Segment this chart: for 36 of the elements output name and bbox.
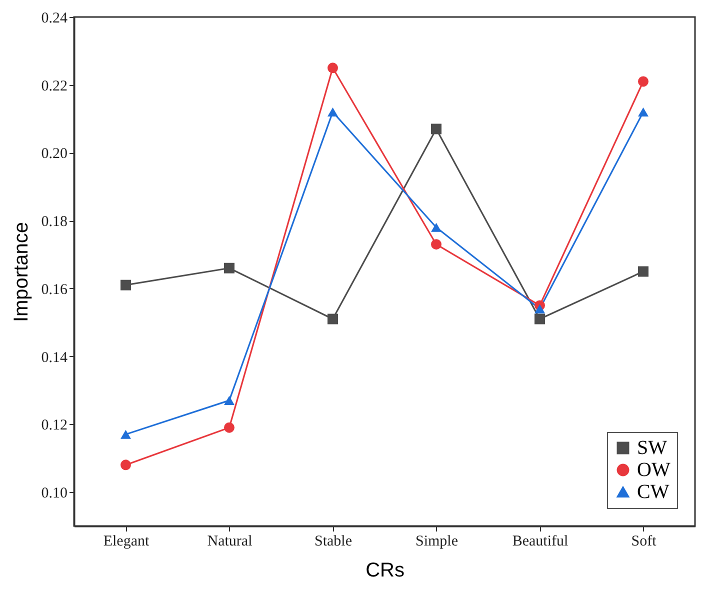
point (638, 107, 648, 117)
y-tick-label: 0.22 (41, 78, 68, 94)
point (638, 76, 648, 87)
point (534, 304, 545, 314)
x-tick-label: Natural (207, 534, 252, 550)
point (120, 280, 131, 290)
point (431, 222, 442, 232)
y-tick-label: 0.12 (41, 418, 68, 434)
point (328, 107, 338, 117)
y-tick-label: 0.16 (41, 282, 68, 298)
x-tick-label: Simple (415, 534, 458, 550)
y-axis-title: Importance (10, 222, 32, 322)
y-tick-label: 0.10 (41, 486, 68, 502)
point (224, 422, 234, 433)
y-tick-label: 0.14 (41, 350, 68, 366)
y-tick-label: 0.18 (41, 214, 68, 230)
y-tick-label: 0.24 (41, 10, 68, 26)
point (328, 62, 338, 74)
x-axis-title: CRs (366, 560, 404, 582)
point (120, 430, 131, 439)
point (224, 262, 234, 274)
x-tick-label: Stable (314, 534, 352, 550)
legend-label: SW (637, 437, 668, 459)
legend-label: OW (637, 459, 670, 481)
point (534, 314, 545, 324)
point (431, 239, 442, 250)
x-tick-label: Beautiful (512, 534, 568, 550)
point (224, 396, 234, 405)
x-tick-label: Elegant (103, 534, 150, 550)
y-tick-label: 0.20 (41, 146, 68, 162)
point (431, 124, 442, 134)
legend-label: CW (637, 481, 670, 503)
point (638, 266, 648, 277)
x-tick-label: Soft (631, 534, 658, 550)
point (120, 460, 131, 470)
point (328, 314, 338, 324)
